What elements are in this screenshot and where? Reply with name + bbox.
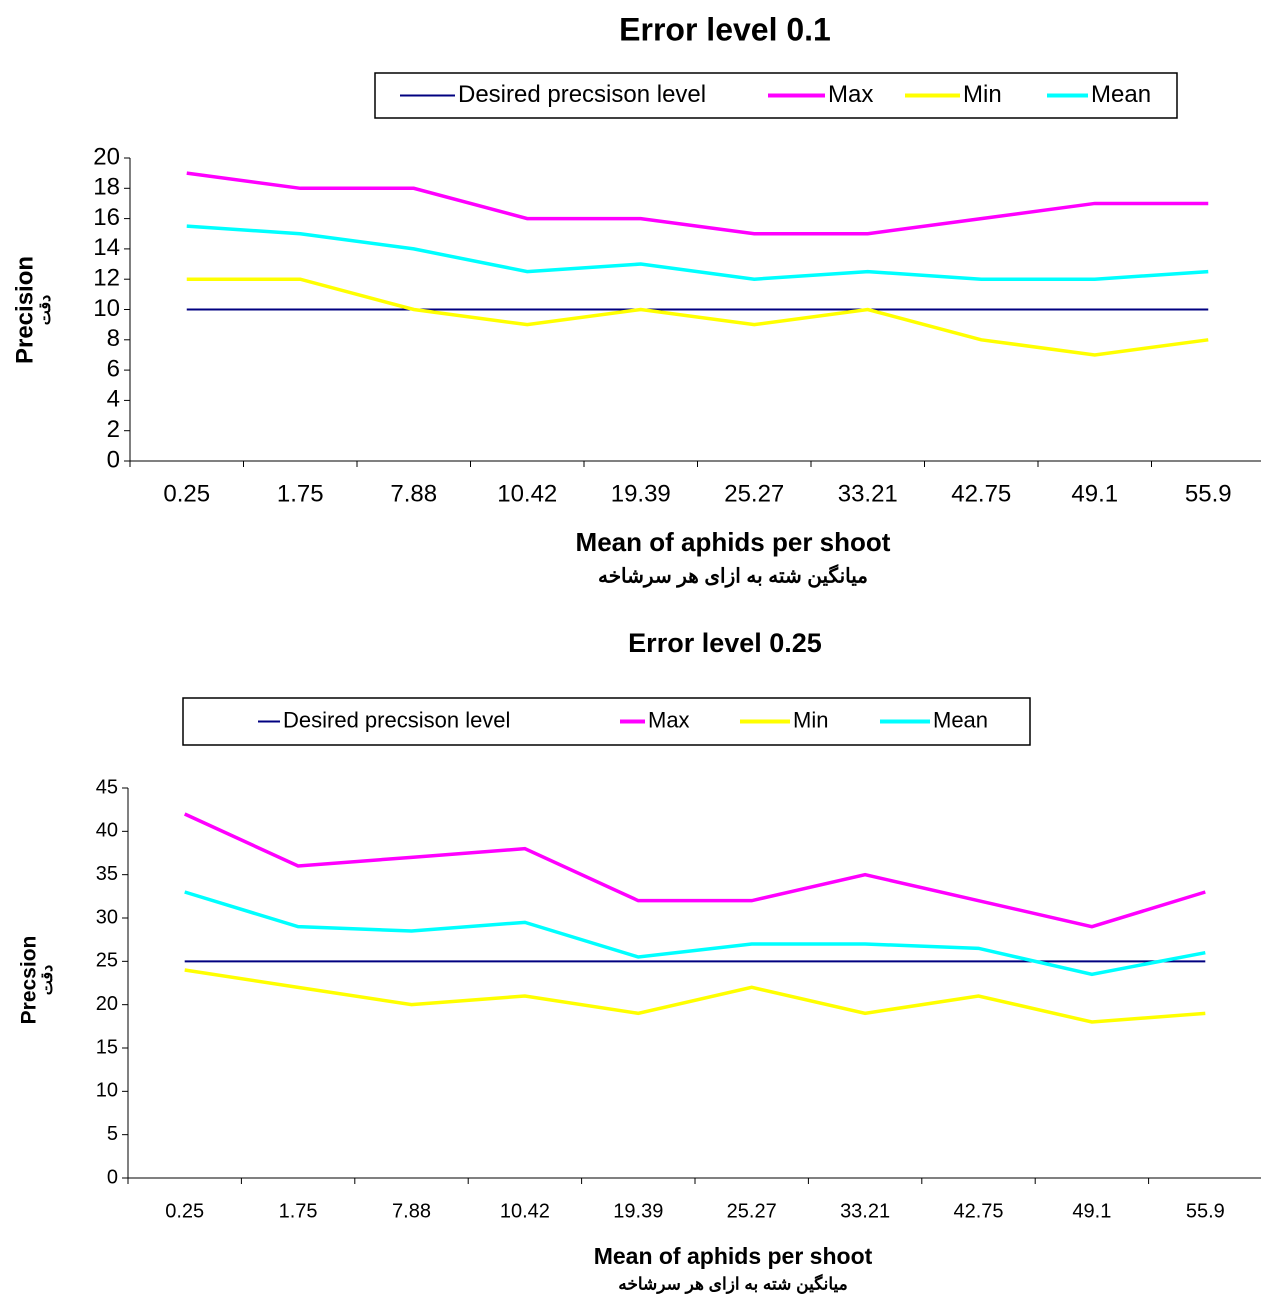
legend-label: Max — [648, 707, 690, 732]
y-tick-label: 8 — [107, 325, 120, 352]
y-tick-label: 10 — [93, 295, 120, 322]
y-axis-label-2: دقت — [37, 295, 54, 325]
y-tick-label: 0 — [107, 1166, 118, 1188]
x-tick-label: 42.75 — [953, 1200, 1003, 1222]
series-line — [184, 968, 1206, 1024]
x-tick-label: 25.27 — [727, 1200, 777, 1222]
y-tick-label: 0 — [107, 446, 120, 473]
x-tick-label: 10.42 — [500, 1200, 550, 1222]
legend-label: Max — [828, 81, 873, 108]
y-tick-label: 10 — [96, 1080, 118, 1102]
y-tick-label: 4 — [107, 386, 120, 413]
x-tick-label: 19.39 — [613, 1200, 663, 1222]
x-tick-label: 33.21 — [838, 480, 898, 507]
x-tick-label: 33.21 — [840, 1200, 890, 1222]
x-tick-label: 0.25 — [165, 1200, 204, 1222]
legend-label: Mean — [1091, 81, 1151, 108]
legend-label: Min — [963, 81, 1002, 108]
series-line — [183, 812, 1206, 929]
y-tick-label: 6 — [107, 355, 120, 382]
y-tick-label: 14 — [93, 234, 120, 261]
y-tick-label: 12 — [93, 265, 120, 292]
y-tick-label: 30 — [96, 906, 118, 928]
series-line — [186, 224, 1209, 281]
y-tick-label: 20 — [96, 993, 118, 1015]
y-tick-label: 25 — [96, 950, 118, 972]
legend-label: Desired precsison level — [283, 707, 510, 732]
x-tick-label: 49.1 — [1071, 480, 1118, 507]
y-tick-label: 5 — [107, 1123, 118, 1145]
y-tick-label: 18 — [93, 174, 120, 201]
y-tick-label: 20 — [93, 143, 120, 170]
y-tick-label: 40 — [96, 820, 118, 842]
legend-label: Min — [793, 707, 828, 732]
y-tick-label: 15 — [96, 1036, 118, 1058]
y-axis-label: Precision — [11, 256, 38, 364]
y-tick-label: 45 — [96, 776, 118, 798]
series-line — [186, 277, 1209, 357]
y-axis-label: Precsion — [18, 936, 41, 1025]
x-tick-label: 1.75 — [277, 480, 324, 507]
x-axis-label-2: میانگین شته به ازای هر سرشاخه — [618, 1273, 848, 1294]
y-tick-label: 2 — [107, 416, 120, 443]
x-tick-label: 1.75 — [279, 1200, 318, 1222]
chart-title: Error level 0.1 — [619, 11, 831, 47]
x-tick-label: 7.88 — [392, 1200, 431, 1222]
y-tick-label: 16 — [93, 204, 120, 231]
chart-title: Error level 0.25 — [628, 628, 822, 658]
x-axis-label: Mean of aphids per shoot — [594, 1243, 873, 1269]
x-tick-label: 10.42 — [497, 480, 557, 507]
x-tick-label: 7.88 — [390, 480, 437, 507]
x-tick-label: 25.27 — [724, 480, 784, 507]
x-tick-label: 19.39 — [611, 480, 671, 507]
y-tick-label: 35 — [96, 863, 118, 885]
legend-label: Mean — [933, 707, 988, 732]
x-tick-label: 0.25 — [163, 480, 210, 507]
y-axis-label-2: دقت — [39, 965, 56, 995]
x-axis-label-2: میانگین شته به ازای هر سرشاخه — [598, 563, 868, 588]
legend-label: Desired precsison level — [458, 81, 706, 108]
x-tick-label: 55.9 — [1185, 480, 1232, 507]
x-tick-label: 42.75 — [951, 480, 1011, 507]
x-axis-label: Mean of aphids per shoot — [576, 527, 891, 557]
x-tick-label: 49.1 — [1072, 1200, 1111, 1222]
series-line — [186, 171, 1209, 236]
series-line — [184, 890, 1206, 977]
x-tick-label: 55.9 — [1186, 1200, 1225, 1222]
